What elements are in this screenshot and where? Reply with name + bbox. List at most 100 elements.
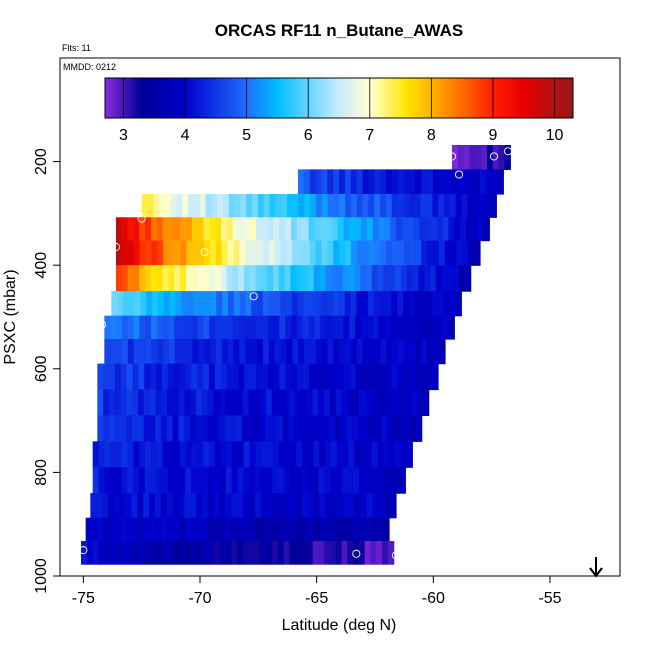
heatmap-cell (237, 467, 244, 494)
heatmap-cell (191, 541, 198, 565)
heatmap-cell (444, 240, 452, 266)
sample-marker (503, 147, 513, 156)
heatmap-cell (161, 517, 168, 542)
heatmap-cell (238, 315, 245, 340)
heatmap-cell (184, 389, 191, 417)
heatmap-cell (271, 389, 279, 417)
heatmap-cell (448, 315, 455, 340)
heatmap-cell (220, 467, 227, 494)
heatmap-cell (178, 389, 186, 417)
heatmap-cell (111, 291, 118, 317)
heatmap-cell (318, 467, 325, 494)
heatmap-cell (324, 541, 331, 565)
heatmap-cell (339, 339, 346, 365)
heatmap-cell (257, 291, 264, 317)
heatmap-cell (325, 493, 332, 519)
heatmap-cell (396, 315, 403, 340)
x-tick-label: -65 (305, 590, 328, 607)
heatmap-cell (151, 240, 158, 266)
heatmap-cell (231, 541, 238, 565)
heatmap-cell (121, 441, 129, 468)
colorbar-tick-label: 10 (546, 127, 564, 144)
heatmap-cell (321, 169, 328, 195)
heatmap-cell (279, 363, 286, 391)
heatmap-cell (214, 541, 221, 565)
heatmap-cell (292, 339, 299, 365)
heatmap-cell (272, 467, 279, 494)
heatmap-cell (284, 517, 291, 542)
heatmap-cell (479, 169, 487, 195)
heatmap-cell (368, 193, 375, 218)
heatmap-cell (205, 193, 213, 218)
heatmap-cell (362, 193, 370, 218)
heatmap-cell (389, 265, 396, 292)
heatmap-cell (475, 145, 482, 170)
heatmap-cell (210, 291, 217, 317)
heatmap-cell (398, 415, 405, 442)
heatmap-cell (325, 265, 332, 292)
heatmap-cell (156, 265, 164, 292)
heatmap-cell (185, 441, 193, 468)
heatmap-cell (296, 265, 303, 292)
heatmap-cell (265, 415, 272, 442)
heatmap-cell (284, 441, 291, 468)
heatmap-cell (290, 441, 297, 468)
heatmap-cell (306, 467, 314, 494)
heatmap-cell (242, 389, 250, 417)
heatmap-cell (232, 363, 239, 391)
heatmap-cell (263, 291, 270, 317)
heatmap-cell (184, 517, 192, 542)
heatmap-cell (350, 240, 358, 266)
heatmap-cell (311, 415, 319, 442)
heatmap-cell (203, 217, 210, 242)
heatmap-cell (98, 441, 105, 468)
heatmap-cell (173, 541, 181, 565)
sample-marker (447, 152, 457, 161)
heatmap-cell (491, 169, 499, 195)
heatmap-cell (86, 541, 94, 565)
heatmap-cell (126, 389, 133, 417)
heatmap-cell (466, 217, 473, 242)
heatmap-cell (382, 541, 389, 565)
heatmap-cell (341, 389, 348, 417)
heatmap-cell (312, 467, 320, 494)
heatmap-cell (283, 541, 291, 565)
heatmap-cell (150, 441, 158, 468)
heatmap-cell (399, 389, 407, 417)
heatmap-cell (202, 467, 210, 494)
heatmap-cell (307, 441, 315, 468)
heatmap-cell (364, 467, 372, 494)
heatmap-cell (303, 291, 311, 317)
sample-marker (489, 152, 499, 161)
heatmap-cell (243, 541, 250, 565)
heatmap-cell (260, 467, 267, 494)
heatmap-cell (139, 217, 146, 242)
colorbar-tick-label: 6 (304, 127, 313, 144)
heatmap-cell (384, 315, 391, 340)
heatmap-cell (384, 217, 391, 242)
sample-markers (79, 147, 513, 560)
heatmap-cell (315, 339, 323, 365)
heatmap-cell (444, 193, 451, 218)
heatmap-cell (373, 291, 381, 317)
heatmap-cell (199, 193, 207, 218)
heatmap-cell (110, 315, 117, 340)
heatmap-cell (355, 217, 362, 242)
heatmap-cell (484, 193, 492, 218)
heatmap-cell (331, 315, 339, 340)
heatmap-cell (478, 193, 486, 218)
heatmap-cell (403, 291, 410, 317)
heatmap-cell (198, 339, 205, 365)
sample-marker (97, 320, 107, 329)
heatmap-cell (133, 217, 140, 242)
heatmap-cell (385, 291, 392, 317)
heatmap-cell (267, 217, 275, 242)
heatmap-cell (132, 415, 139, 442)
sample-marker (391, 551, 401, 560)
heatmap-cell (290, 493, 297, 519)
heatmap-cell (207, 415, 214, 442)
heatmap-cell (224, 415, 232, 442)
heatmap-cell (209, 240, 217, 266)
heatmap-cell (255, 265, 262, 292)
heatmap-cell (372, 493, 379, 519)
